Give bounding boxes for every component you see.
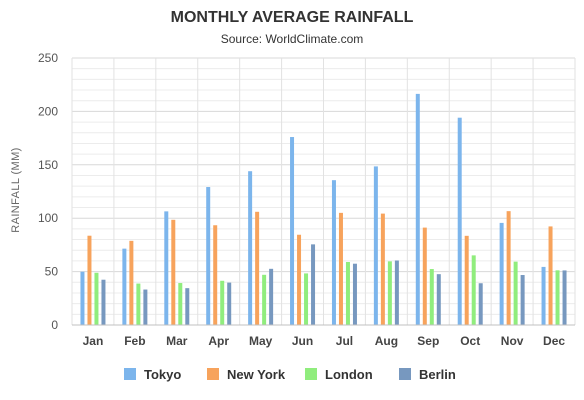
bar-london-sep[interactable] (429, 269, 434, 325)
legend-item-new-york[interactable]: New York (207, 367, 286, 382)
bar-tokyo-jun[interactable] (290, 137, 295, 325)
bar-london-apr[interactable] (220, 280, 225, 325)
bar-berlin-nov[interactable] (520, 275, 525, 325)
x-tick-label: Sep (417, 334, 439, 348)
bar-tokyo-apr[interactable] (206, 187, 211, 325)
legend-item-tokyo[interactable]: Tokyo (124, 367, 181, 382)
bar-berlin-feb[interactable] (143, 289, 148, 325)
legend-label: Tokyo (144, 367, 181, 382)
bar-tokyo-oct[interactable] (457, 117, 462, 325)
bar-new-york-oct[interactable] (464, 235, 469, 325)
y-tick-label: 0 (51, 318, 58, 332)
legend-label: London (325, 367, 373, 382)
bar-london-mar[interactable] (178, 283, 183, 325)
legend-item-berlin[interactable]: Berlin (399, 367, 456, 382)
x-tick-label: Dec (543, 334, 565, 348)
bar-tokyo-sep[interactable] (415, 93, 420, 325)
bar-tokyo-aug[interactable] (373, 166, 378, 325)
bar-berlin-apr[interactable] (227, 282, 232, 325)
bar-berlin-oct[interactable] (478, 283, 483, 325)
x-tick-label: Jan (83, 334, 104, 348)
bar-london-jul[interactable] (345, 261, 350, 325)
bar-london-may[interactable] (262, 274, 267, 325)
y-axis-title: RAINFALL (MM) (10, 147, 22, 232)
x-tick-label: Jun (292, 334, 313, 348)
legend-swatch (124, 368, 136, 380)
bar-london-nov[interactable] (513, 261, 518, 325)
x-tick-label: Oct (460, 334, 480, 348)
legend-swatch (399, 368, 411, 380)
bar-london-feb[interactable] (136, 283, 141, 325)
bar-tokyo-jul[interactable] (331, 180, 336, 325)
bar-new-york-aug[interactable] (380, 213, 385, 325)
bar-london-dec[interactable] (555, 270, 560, 325)
bar-berlin-aug[interactable] (394, 260, 399, 325)
legend-label: Berlin (419, 367, 456, 382)
bar-new-york-feb[interactable] (129, 240, 134, 325)
bar-new-york-sep[interactable] (422, 227, 427, 325)
bar-berlin-sep[interactable] (436, 274, 441, 325)
y-tick-label: 100 (38, 211, 58, 225)
legend-swatch (207, 368, 219, 380)
bar-tokyo-mar[interactable] (164, 211, 169, 325)
legend: Tokyo New York London Berlin (124, 367, 456, 382)
bar-new-york-mar[interactable] (171, 219, 176, 325)
bar-london-oct[interactable] (471, 255, 476, 325)
y-tick-label: 200 (38, 104, 58, 118)
x-tick-label: Feb (124, 334, 145, 348)
bar-london-jun[interactable] (304, 273, 309, 325)
x-tick-label: Aug (375, 334, 398, 348)
bar-london-jan[interactable] (94, 272, 99, 325)
bar-berlin-may[interactable] (269, 268, 274, 325)
bar-berlin-jul[interactable] (352, 263, 357, 325)
bar-berlin-jun[interactable] (311, 244, 316, 325)
bar-berlin-jan[interactable] (101, 279, 106, 325)
bar-tokyo-dec[interactable] (541, 266, 546, 325)
legend-label: New York (227, 367, 286, 382)
bar-tokyo-nov[interactable] (499, 222, 504, 325)
bar-berlin-dec[interactable] (562, 270, 567, 325)
bar-new-york-jun[interactable] (297, 234, 302, 325)
bar-tokyo-may[interactable] (248, 171, 253, 325)
y-tick-label: 50 (45, 265, 59, 279)
bar-new-york-dec[interactable] (548, 226, 553, 325)
x-tick-label: Mar (166, 334, 188, 348)
chart-subtitle: Source: WorldClimate.com (221, 32, 364, 46)
x-tick-label: May (249, 334, 273, 348)
bar-new-york-may[interactable] (255, 211, 260, 325)
bar-new-york-apr[interactable] (213, 225, 218, 325)
bar-berlin-mar[interactable] (185, 288, 190, 325)
bar-new-york-jan[interactable] (87, 235, 92, 325)
legend-swatch (305, 368, 317, 380)
y-tick-label: 250 (38, 51, 58, 65)
bar-new-york-jul[interactable] (338, 212, 343, 325)
legend-item-london[interactable]: London (305, 367, 373, 382)
bar-new-york-nov[interactable] (506, 211, 511, 325)
x-tick-label: Jul (336, 334, 353, 348)
bar-tokyo-jan[interactable] (80, 271, 85, 325)
chart-title: MONTHLY AVERAGE RAINFALL (171, 9, 414, 26)
y-tick-label: 150 (38, 158, 58, 172)
x-tick-label: Apr (208, 334, 229, 348)
bar-london-aug[interactable] (387, 261, 392, 325)
bar-tokyo-feb[interactable] (122, 248, 127, 325)
x-tick-label: Nov (501, 334, 524, 348)
